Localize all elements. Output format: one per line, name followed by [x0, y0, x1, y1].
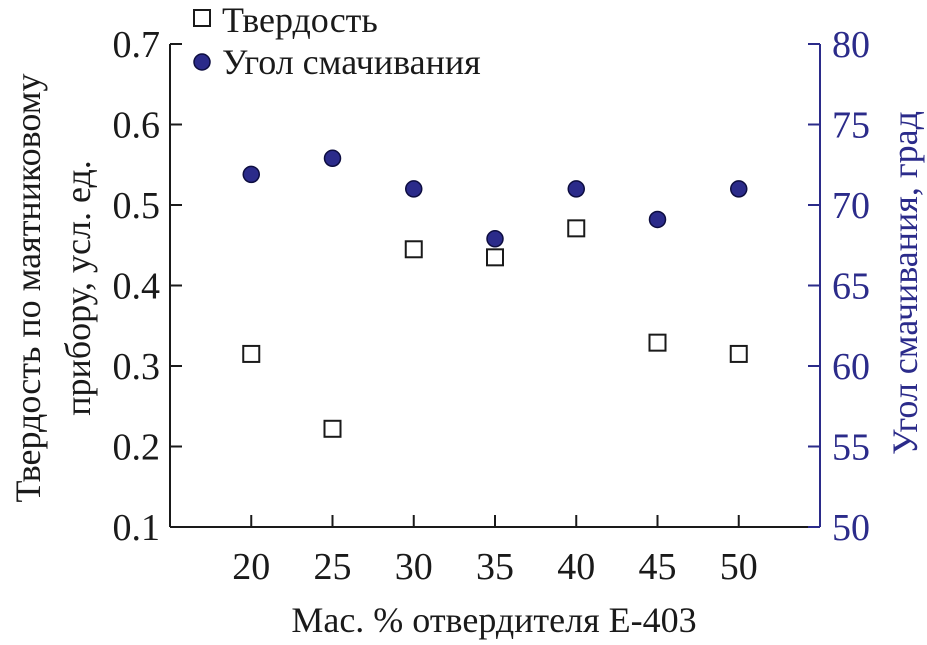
right-tick-label: 70: [832, 185, 870, 227]
series-hardness: [242, 219, 748, 438]
right-tick-label: 80: [832, 24, 870, 66]
bottom-tick-label: 50: [720, 546, 758, 588]
legend-marker-contact-angle: [193, 53, 211, 71]
left-tick-label: 0.1: [113, 507, 161, 549]
bottom-tick-label: 45: [639, 546, 677, 588]
hardness-point: [323, 419, 342, 438]
left-tick-label: 0.6: [113, 105, 161, 147]
contact-angle-point: [323, 149, 342, 168]
x-axis-label: Мас. % отвердителя Е-403: [291, 600, 696, 640]
hardness-point: [648, 333, 667, 352]
contact-angle-point: [567, 180, 585, 198]
legend: Твердость Угол смачивания: [193, 0, 481, 82]
contact-angle-point: [730, 180, 748, 198]
left-axis-label-line-2: прибору, усл. ед.: [58, 160, 98, 416]
hardness-point: [567, 219, 586, 238]
left-tick-label: 0.2: [113, 427, 161, 469]
hardness-point: [729, 344, 748, 363]
bottom-tick-label: 30: [395, 546, 433, 588]
contact-angle-point: [405, 180, 423, 198]
left-tick-label: 0.3: [113, 346, 161, 388]
series-contact-angle: [242, 149, 748, 248]
contact-angle-point: [242, 165, 260, 184]
bottom-tick-label: 25: [314, 546, 352, 588]
contact-angle-point: [486, 230, 504, 248]
left-tick-label: 0.7: [113, 24, 161, 66]
bottom-tick-label: 20: [232, 546, 270, 588]
axes: [169, 44, 821, 528]
left-tick-label: 0.5: [113, 185, 161, 227]
right-axis-label: Угол смачивания, град: [885, 111, 925, 455]
bottom-tick-label: 40: [557, 546, 595, 588]
right-tick-label: 55: [832, 427, 870, 469]
left-axis-label-line-1: Твердость по маятниковому: [8, 74, 48, 503]
legend-label-contact-angle: Угол смачивания: [222, 42, 481, 82]
hardness-point: [404, 240, 423, 259]
hardness-point: [486, 248, 504, 267]
bottom-axis-ticks: 20 25 30 35 40 45 50: [232, 515, 758, 588]
left-axis-ticks: 0.1 0.2 0.3 0.4 0.5 0.6 0.7: [113, 24, 182, 549]
legend-marker-hardness: [193, 9, 211, 27]
legend-label-hardness: Твердость: [222, 0, 378, 40]
bottom-tick-label: 35: [476, 546, 514, 588]
right-tick-label: 60: [832, 346, 870, 388]
right-tick-label: 50: [832, 507, 870, 549]
left-tick-label: 0.4: [113, 266, 161, 308]
right-axis-ticks: 50 55 60 65 70 75 80: [808, 24, 870, 549]
contact-angle-point: [648, 210, 667, 229]
hardness-point: [242, 344, 261, 363]
right-tick-label: 75: [832, 105, 870, 147]
right-tick-label: 65: [832, 266, 870, 308]
